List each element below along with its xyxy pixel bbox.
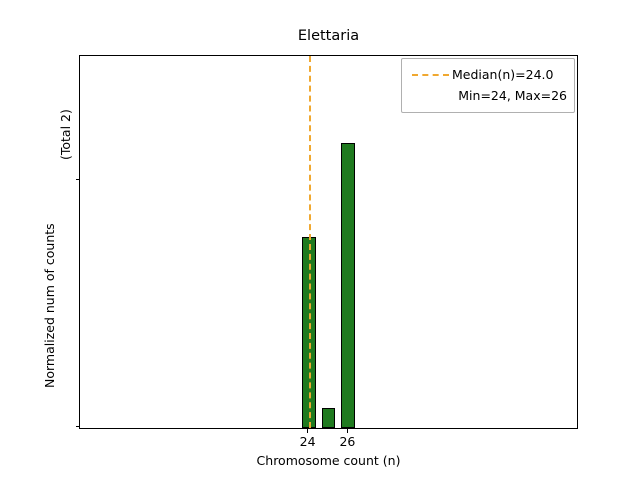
y-axis-label: Normalized num of counts	[42, 223, 57, 388]
median-line	[308, 56, 311, 428]
y-tick-mark-1	[75, 178, 80, 180]
bar-25[interactable]	[321, 408, 336, 428]
bar-26[interactable]	[341, 143, 356, 428]
legend-entry-minmax[interactable]: Min=24, Max=26	[409, 85, 567, 106]
dashed-line-icon	[409, 64, 452, 85]
y-tick-mark-0	[75, 426, 80, 428]
x-axis-label: Chromosome count (n)	[256, 453, 401, 468]
legend-label-median: Median(n)=24.0	[452, 67, 554, 82]
legend-label-minmax: Min=24, Max=26	[458, 88, 567, 103]
x-tick-mark-26	[346, 429, 348, 433]
page-title: Elettaria	[297, 28, 360, 44]
y-axis-sublabel: (Total 2)	[58, 109, 73, 160]
plot-area	[79, 55, 578, 429]
x-tick-label-26: 26	[339, 434, 356, 449]
x-tick-mark-24	[307, 429, 309, 433]
legend-entry-median[interactable]: Median(n)=24.0	[409, 64, 567, 85]
legend: Median(n)=24.0 Min=24, Max=26	[401, 58, 575, 113]
x-tick-label-24: 24	[299, 434, 316, 449]
